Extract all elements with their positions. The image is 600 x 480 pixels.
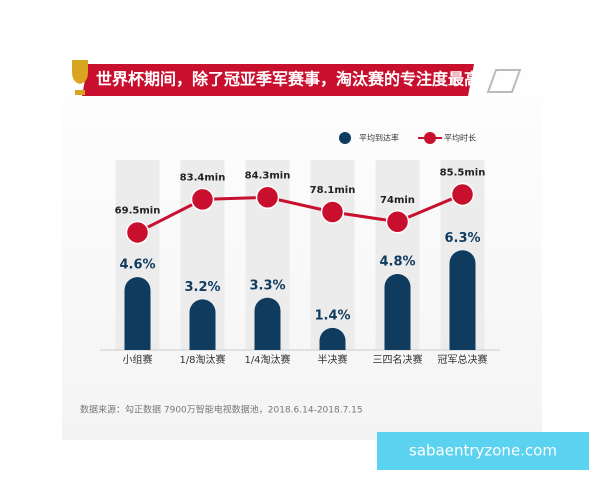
point bbox=[125, 220, 150, 245]
legend-swatch bbox=[424, 132, 436, 144]
x-tick-label: 小组赛 bbox=[123, 353, 153, 366]
x-tick-label: 半决赛 bbox=[318, 353, 348, 366]
chart-title: 世界杯期间，除了冠亚季军赛事，淘汰赛的专注度最高 bbox=[96, 70, 480, 89]
x-tick-label: 1/4淘汰赛 bbox=[244, 353, 290, 366]
watermark-box bbox=[377, 432, 589, 470]
line bbox=[136, 193, 464, 234]
bar bbox=[319, 327, 346, 350]
point bbox=[320, 200, 345, 224]
value-label: 1.4% bbox=[314, 308, 350, 323]
value-label: 3.2% bbox=[184, 280, 220, 295]
point bbox=[255, 185, 280, 210]
source: 数据来源：勾正数据 7900万智能电视数据池，2018.6.14-2018.7.… bbox=[80, 404, 363, 416]
value-label: 3.3% bbox=[249, 278, 285, 293]
x-tick-label: 冠军总决赛 bbox=[438, 353, 488, 366]
value-label: 4.6% bbox=[119, 258, 155, 273]
legend-label: 平均到达率 bbox=[359, 133, 399, 143]
point bbox=[385, 210, 410, 234]
legend-swatch bbox=[339, 132, 351, 144]
value-label: 74min bbox=[380, 195, 415, 206]
value-label: 6.3% bbox=[444, 231, 480, 246]
column-stripe bbox=[310, 160, 355, 350]
value-label: 84.3min bbox=[245, 170, 291, 181]
bar bbox=[449, 250, 476, 350]
value-label: 4.8% bbox=[379, 255, 415, 270]
value-label: 78.1min bbox=[310, 185, 356, 196]
watermark: sabaentryzone.com bbox=[409, 442, 557, 460]
value-label: 85.5min bbox=[440, 167, 486, 178]
legend-label: 平均时长 bbox=[444, 133, 476, 143]
bar bbox=[124, 277, 151, 350]
point bbox=[450, 182, 475, 207]
bar bbox=[384, 274, 411, 350]
x-tick-label: 1/8淘汰赛 bbox=[179, 353, 225, 366]
value-label: 69.5min bbox=[115, 205, 161, 216]
x-tick-label: 三四名决赛 bbox=[373, 353, 423, 366]
point bbox=[190, 187, 215, 212]
bar bbox=[189, 299, 216, 350]
bar bbox=[254, 297, 281, 350]
value-label: 83.4min bbox=[180, 172, 226, 183]
banner bbox=[72, 60, 522, 96]
